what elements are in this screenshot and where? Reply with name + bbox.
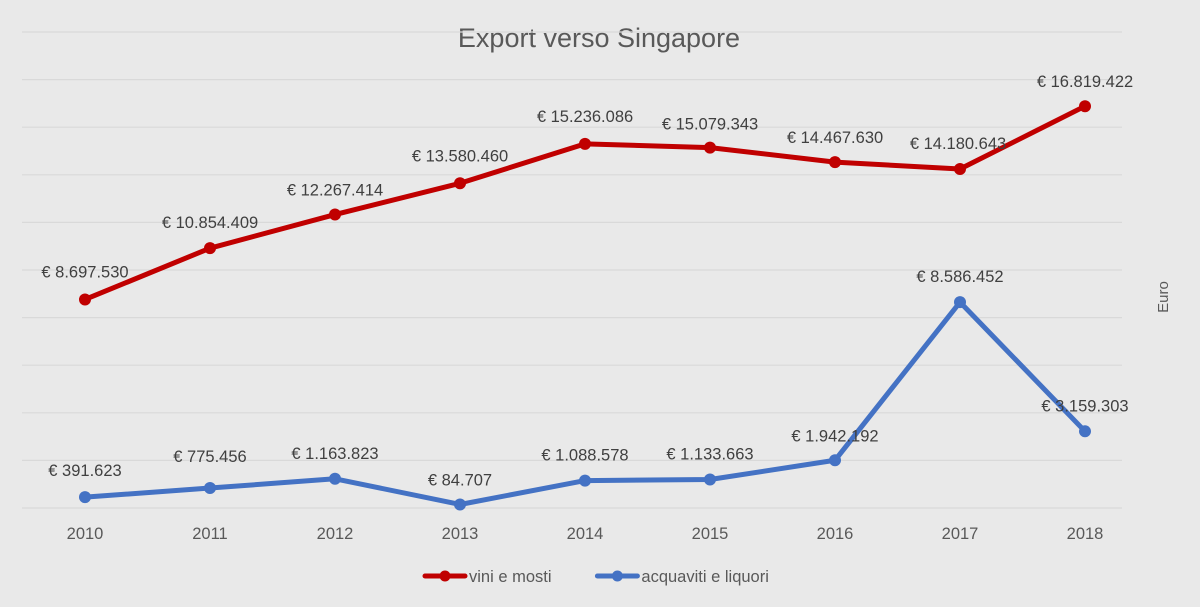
data-point-marker bbox=[829, 156, 841, 169]
data-point-marker bbox=[454, 177, 466, 190]
legend-marker-icon bbox=[439, 570, 451, 582]
data-label: € 12.267.414 bbox=[287, 182, 383, 200]
legend-item: vini e mosti bbox=[422, 568, 552, 586]
series-vini-e-mosti bbox=[79, 100, 1091, 306]
data-label: € 15.236.086 bbox=[537, 108, 633, 126]
data-label: € 1.088.578 bbox=[541, 447, 628, 465]
data-label: € 13.580.460 bbox=[412, 147, 508, 165]
data-point-marker bbox=[579, 474, 591, 487]
legend: vini e mosti acquaviti e liquori bbox=[422, 568, 769, 586]
data-point-marker bbox=[704, 473, 716, 486]
data-label: € 15.079.343 bbox=[662, 116, 758, 134]
data-label: € 391.623 bbox=[48, 462, 121, 480]
x-tick-label: 2013 bbox=[442, 525, 479, 543]
data-label: € 1.133.663 bbox=[666, 446, 753, 464]
x-tick-label: 2014 bbox=[567, 525, 604, 543]
series-line bbox=[82, 299, 1088, 507]
data-label: € 1.163.823 bbox=[291, 445, 378, 463]
data-point-marker bbox=[79, 491, 91, 504]
data-labels: € 8.697.530 € 10.854.409 € 12.267.414 € 13.… bbox=[41, 73, 1133, 489]
data-point-marker bbox=[954, 163, 966, 176]
series-acquaviti-e-liquori bbox=[79, 296, 1091, 511]
x-tick-label: 2011 bbox=[192, 525, 227, 543]
data-label: € 8.586.452 bbox=[916, 268, 1003, 286]
data-label: € 14.180.643 bbox=[910, 135, 1006, 153]
data-point-marker bbox=[79, 293, 91, 306]
data-label: € 1.942.192 bbox=[791, 427, 878, 445]
data-label: € 8.697.530 bbox=[41, 263, 128, 281]
chart-title: Export verso Singapore bbox=[458, 23, 740, 53]
x-tick-label: 2012 bbox=[317, 525, 354, 543]
legend-label: vini e mosti bbox=[469, 568, 552, 586]
data-label: € 16.819.422 bbox=[1037, 73, 1133, 91]
data-point-marker bbox=[829, 454, 841, 467]
data-point-marker bbox=[204, 242, 216, 255]
data-label: € 3.159.303 bbox=[1041, 397, 1128, 415]
data-point-marker bbox=[1079, 425, 1091, 438]
data-label: € 775.456 bbox=[173, 448, 246, 466]
data-point-marker bbox=[704, 141, 716, 154]
data-point-marker bbox=[204, 482, 216, 495]
legend-label: acquaviti e liquori bbox=[641, 568, 769, 586]
x-tick-label: 2018 bbox=[1067, 525, 1104, 543]
gridlines bbox=[22, 31, 1122, 509]
legend-marker-icon bbox=[611, 570, 623, 582]
data-point-marker bbox=[579, 137, 591, 150]
data-label: € 14.467.630 bbox=[787, 129, 883, 147]
x-tick-label: 2015 bbox=[692, 525, 729, 543]
data-point-marker bbox=[954, 296, 966, 309]
x-tick-label: 2016 bbox=[817, 525, 854, 543]
y-axis-label: Euro bbox=[1155, 281, 1172, 313]
x-tick-label: 2010 bbox=[67, 525, 104, 543]
data-point-marker bbox=[1079, 100, 1091, 113]
series-layer bbox=[79, 100, 1091, 511]
data-point-marker bbox=[329, 472, 341, 485]
data-label: € 84.707 bbox=[428, 471, 492, 489]
legend-item: acquaviti e liquori bbox=[594, 568, 769, 586]
x-tick-label: 2017 bbox=[942, 525, 979, 543]
data-point-marker bbox=[454, 498, 466, 511]
data-point-marker bbox=[329, 208, 341, 221]
x-axis: 2010 2011 2012 2013 2014 2015 2016 2017 2018 bbox=[67, 525, 1104, 543]
data-label: € 10.854.409 bbox=[162, 214, 258, 232]
